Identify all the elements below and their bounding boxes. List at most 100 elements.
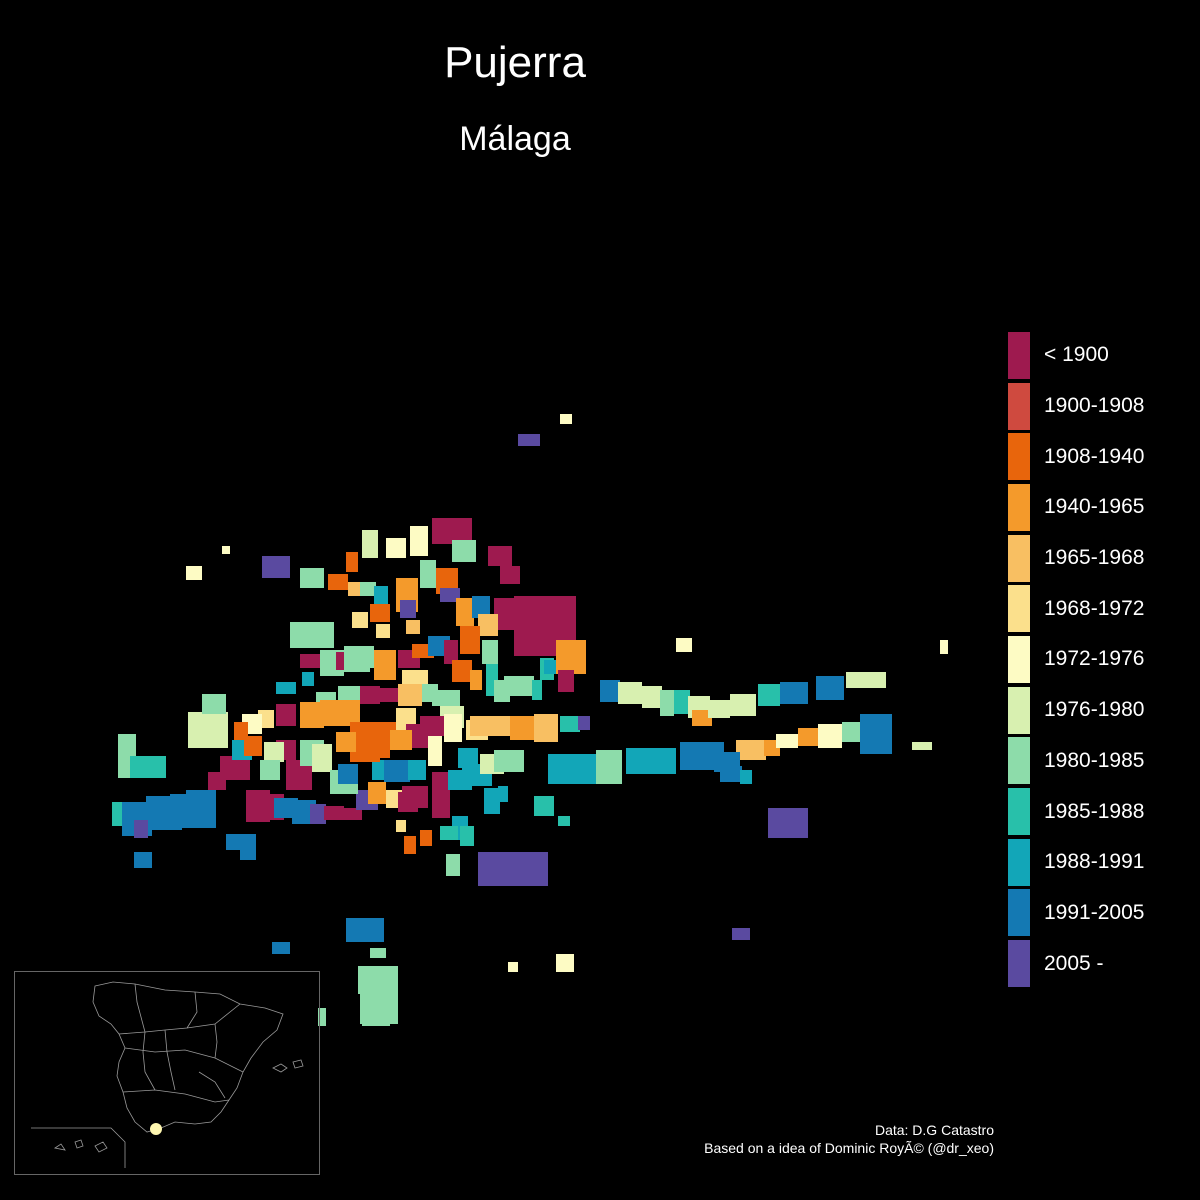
building-footprint — [818, 724, 842, 748]
building-footprint — [460, 626, 480, 654]
building-footprint — [272, 942, 290, 954]
building-footprint — [346, 918, 384, 942]
legend-swatch — [1008, 483, 1030, 531]
building-footprint — [402, 670, 428, 686]
building-footprint — [134, 820, 148, 838]
building-footprint — [768, 808, 808, 838]
building-footprint — [368, 782, 386, 804]
building-footprint — [432, 772, 450, 818]
legend-swatch — [1008, 331, 1030, 379]
building-footprint — [188, 712, 228, 748]
building-footprint — [674, 690, 690, 714]
building-footprint — [420, 830, 432, 846]
legend-item: 1976-1980 — [1008, 685, 1144, 736]
building-footprint — [406, 620, 420, 634]
building-footprint — [544, 660, 556, 674]
legend-item: 1988-1991 — [1008, 837, 1144, 888]
building-footprint — [452, 660, 472, 682]
legend-swatch — [1008, 838, 1030, 886]
building-footprint — [692, 710, 712, 726]
building-footprint — [310, 804, 326, 824]
building-footprint — [532, 680, 542, 700]
building-footprint — [470, 670, 482, 690]
building-footprint — [500, 566, 520, 584]
spain-outline — [31, 981, 304, 1168]
building-footprint — [420, 560, 436, 588]
building-footprint — [348, 582, 362, 596]
building-footprint — [446, 854, 460, 876]
building-footprint — [358, 966, 398, 994]
building-footprint — [324, 806, 344, 820]
legend-swatch — [1008, 788, 1030, 836]
building-footprint — [556, 954, 574, 972]
building-footprint — [410, 526, 428, 556]
building-footprint — [328, 574, 348, 590]
building-footprint — [352, 612, 368, 628]
building-footprint — [300, 568, 324, 588]
building-footprint — [262, 556, 290, 578]
legend-item: 2005 - — [1008, 938, 1144, 989]
building-footprint — [842, 722, 862, 742]
building-footprint — [418, 684, 438, 702]
building-footprint — [346, 552, 358, 572]
building-footprint — [676, 638, 692, 652]
building-footprint — [504, 676, 534, 696]
legend: < 1900 1900-1908 1908-1940 1940-1965 196… — [1008, 330, 1144, 989]
legend-swatch — [1008, 940, 1030, 988]
building-footprint — [398, 684, 422, 706]
building-footprint — [940, 640, 948, 654]
legend-label: 1976-1980 — [1044, 698, 1145, 722]
building-footprint — [260, 760, 280, 780]
building-footprint — [432, 518, 472, 544]
building-footprint — [390, 730, 412, 750]
legend-label: 1988-1991 — [1044, 850, 1145, 874]
building-footprint — [186, 566, 202, 580]
building-footprint — [558, 670, 574, 692]
building-footprint — [780, 682, 808, 704]
building-footprint — [400, 600, 416, 618]
legend-item: 1900-1908 — [1008, 381, 1144, 432]
building-footprint — [720, 766, 742, 782]
legend-swatch — [1008, 737, 1030, 785]
building-footprint — [730, 694, 756, 716]
building-footprint — [482, 640, 498, 664]
building-footprint — [472, 596, 490, 618]
legend-item: 1980-1985 — [1008, 736, 1144, 787]
building-footprint — [578, 716, 590, 730]
legend-swatch — [1008, 585, 1030, 633]
building-footprint — [478, 614, 498, 636]
building-footprint — [362, 530, 378, 558]
building-footprint — [362, 1004, 390, 1026]
legend-item: 1908-1940 — [1008, 431, 1144, 482]
building-footprint — [290, 622, 334, 648]
building-footprint — [732, 928, 750, 940]
building-footprint — [226, 834, 250, 850]
building-footprint — [338, 764, 358, 784]
building-footprint — [386, 538, 406, 558]
building-footprint — [912, 742, 932, 750]
legend-item: 1985-1988 — [1008, 786, 1144, 837]
legend-swatch — [1008, 889, 1030, 937]
building-footprint — [312, 744, 332, 772]
building-footprint — [384, 760, 410, 782]
building-footprint — [860, 714, 892, 754]
building-footprint — [798, 728, 820, 746]
building-footprint — [776, 734, 798, 748]
legend-swatch — [1008, 534, 1030, 582]
building-footprint — [452, 540, 476, 562]
building-footprint — [360, 582, 376, 596]
building-footprint — [300, 654, 320, 668]
legend-label: 1991-2005 — [1044, 900, 1145, 924]
legend-label: 1980-1985 — [1044, 748, 1145, 772]
legend-swatch — [1008, 635, 1030, 683]
building-footprint — [558, 816, 570, 826]
building-footprint — [404, 836, 416, 854]
legend-item: 1940-1965 — [1008, 482, 1144, 533]
building-footprint — [370, 604, 390, 622]
building-footprint — [470, 716, 510, 736]
map-title: Pujerra — [444, 38, 586, 87]
legend-label: 1985-1988 — [1044, 799, 1145, 823]
building-footprint — [560, 716, 580, 732]
building-footprint — [556, 640, 586, 674]
